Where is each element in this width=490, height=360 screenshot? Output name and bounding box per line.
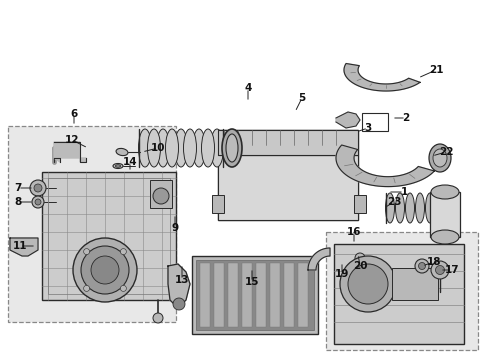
Text: 19: 19 <box>335 269 349 279</box>
Circle shape <box>153 313 163 323</box>
Text: 1: 1 <box>400 187 408 197</box>
Circle shape <box>121 249 126 255</box>
Text: 13: 13 <box>175 275 189 285</box>
Bar <box>218 130 358 220</box>
Circle shape <box>35 199 41 205</box>
Ellipse shape <box>166 129 178 167</box>
Polygon shape <box>344 63 420 91</box>
Ellipse shape <box>174 129 188 167</box>
Text: 6: 6 <box>71 109 77 119</box>
Bar <box>392 268 438 300</box>
Bar <box>8 126 176 322</box>
Bar <box>256 263 266 327</box>
Ellipse shape <box>431 230 459 244</box>
Bar <box>242 263 252 327</box>
Ellipse shape <box>116 148 128 156</box>
Polygon shape <box>336 145 434 186</box>
Circle shape <box>173 298 185 310</box>
Text: 15: 15 <box>245 277 259 287</box>
Bar <box>196 260 314 330</box>
Text: 10: 10 <box>151 143 165 153</box>
Polygon shape <box>168 264 190 308</box>
Ellipse shape <box>113 163 123 168</box>
Bar <box>228 263 238 327</box>
Circle shape <box>436 266 444 274</box>
Text: 14: 14 <box>122 157 137 167</box>
Text: 5: 5 <box>298 93 306 103</box>
Circle shape <box>32 196 44 208</box>
Text: 2: 2 <box>402 113 410 123</box>
Ellipse shape <box>193 129 205 167</box>
Bar <box>212 195 224 213</box>
Circle shape <box>30 180 46 196</box>
Bar <box>48 178 170 294</box>
Circle shape <box>84 285 90 291</box>
Bar <box>326 232 478 350</box>
Ellipse shape <box>222 129 242 167</box>
Text: 11: 11 <box>13 241 27 251</box>
Circle shape <box>84 249 90 255</box>
Text: 8: 8 <box>14 197 22 207</box>
Bar <box>200 263 210 327</box>
Text: 16: 16 <box>347 227 361 237</box>
Text: 12: 12 <box>65 135 79 145</box>
Text: 7: 7 <box>14 183 22 193</box>
Circle shape <box>348 264 388 304</box>
Ellipse shape <box>386 193 394 223</box>
Circle shape <box>431 261 449 279</box>
Ellipse shape <box>211 129 223 167</box>
Text: 4: 4 <box>245 83 252 93</box>
Bar <box>362 113 388 131</box>
Circle shape <box>91 256 119 284</box>
Circle shape <box>81 246 129 294</box>
Text: 23: 23 <box>387 197 401 207</box>
Circle shape <box>355 253 365 263</box>
Bar <box>42 172 176 300</box>
Bar <box>192 256 318 334</box>
Polygon shape <box>10 238 38 256</box>
Ellipse shape <box>201 129 215 167</box>
Ellipse shape <box>433 149 447 167</box>
Ellipse shape <box>429 144 451 172</box>
Bar <box>298 263 308 327</box>
Bar <box>218 155 358 220</box>
Circle shape <box>340 256 396 312</box>
Text: 20: 20 <box>353 261 367 271</box>
Ellipse shape <box>183 129 196 167</box>
Bar <box>214 263 224 327</box>
Circle shape <box>73 238 137 302</box>
Circle shape <box>415 259 429 273</box>
Text: 21: 21 <box>429 65 443 75</box>
Polygon shape <box>336 112 360 128</box>
Bar <box>430 192 460 237</box>
Circle shape <box>153 188 169 204</box>
Text: 17: 17 <box>445 265 459 275</box>
Ellipse shape <box>416 193 424 223</box>
Ellipse shape <box>431 185 459 199</box>
Bar <box>218 130 358 155</box>
Text: 9: 9 <box>172 223 178 233</box>
Circle shape <box>34 184 42 192</box>
Bar <box>356 274 364 280</box>
Polygon shape <box>308 248 330 270</box>
Bar <box>150 180 172 208</box>
Polygon shape <box>54 142 86 162</box>
Ellipse shape <box>406 193 415 223</box>
Text: 22: 22 <box>439 147 453 157</box>
Circle shape <box>418 262 425 270</box>
Bar <box>334 244 464 344</box>
Text: 3: 3 <box>365 123 371 133</box>
Bar <box>284 263 294 327</box>
Circle shape <box>121 285 126 291</box>
Ellipse shape <box>147 129 161 167</box>
Bar <box>354 195 366 213</box>
Ellipse shape <box>395 193 405 223</box>
Ellipse shape <box>425 193 435 223</box>
Text: 18: 18 <box>427 257 441 267</box>
Ellipse shape <box>226 134 238 162</box>
Bar <box>270 263 280 327</box>
Ellipse shape <box>156 129 170 167</box>
Ellipse shape <box>116 165 121 167</box>
Ellipse shape <box>139 129 151 167</box>
